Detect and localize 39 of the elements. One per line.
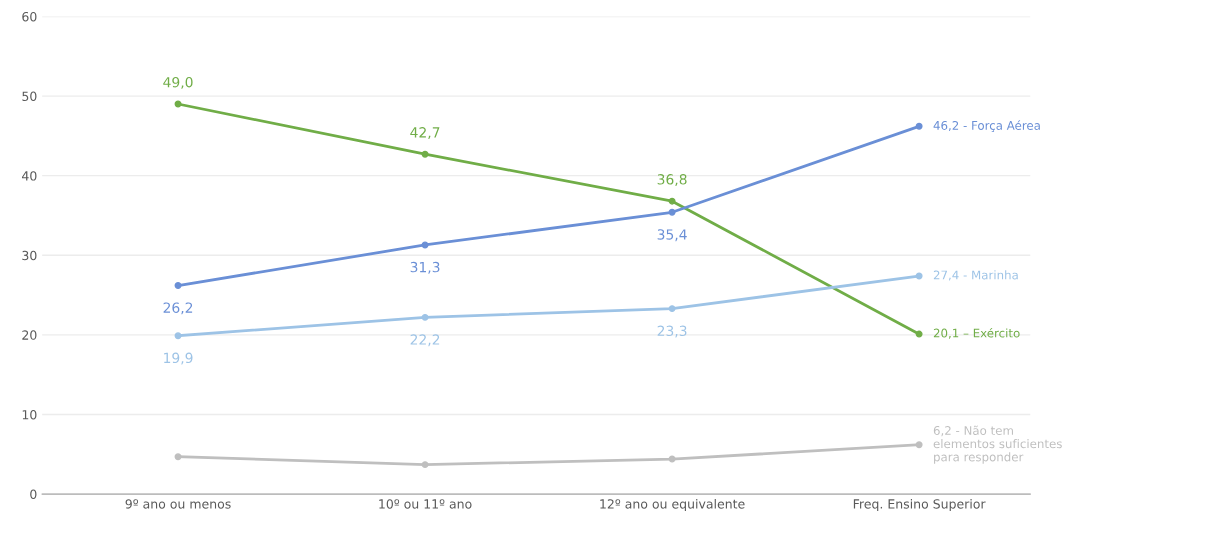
point [668, 208, 676, 216]
y-tick-label: 60 [22, 11, 37, 22]
point [668, 197, 676, 205]
point [421, 313, 429, 321]
point [421, 241, 429, 249]
y-tick-label: 40 [22, 171, 37, 181]
point [421, 461, 429, 469]
point [915, 272, 923, 280]
y-tick-label: 20 [22, 330, 37, 340]
point [421, 150, 429, 158]
y-tick-label: 30 [22, 250, 37, 261]
point [915, 441, 923, 449]
point [915, 122, 923, 130]
point [174, 282, 182, 290]
point [668, 305, 676, 313]
x-tick-label: 10º ou 11º ano [379, 499, 472, 509]
data-label: 19,9 [164, 352, 193, 365]
data-label: 26,2 [163, 302, 193, 315]
data-label: 31,3 [410, 261, 440, 274]
data-label: 20,1 – Exército [933, 327, 1020, 339]
point [915, 330, 923, 338]
data-label: 35,4 [657, 229, 687, 242]
data-label: 46,2 - Força Aérea [933, 120, 1040, 133]
y-tick-label: 50 [22, 91, 37, 101]
data-label: 49,0 [163, 76, 193, 89]
x-tick-label: Freq. Ensino Superior [853, 498, 986, 512]
point [174, 453, 182, 461]
y-tick-label: 0 [30, 489, 37, 500]
data-label: 23,3 [657, 325, 687, 338]
point [668, 455, 676, 463]
data-label: 22,2 [410, 334, 440, 347]
data-label: 6,2 - Não tem elementos suficientes para responder [933, 425, 1062, 464]
data-label: 36,8 [657, 174, 687, 186]
y-tick-label: 10 [22, 409, 37, 420]
data-label: 42,7 [410, 127, 440, 140]
data-label: 27,4 - Marinha [933, 270, 1018, 281]
x-tick-label: 12º ano ou equivalente [600, 498, 745, 512]
x-tick-label: 9º ano ou menos [125, 499, 231, 509]
point [174, 332, 182, 340]
